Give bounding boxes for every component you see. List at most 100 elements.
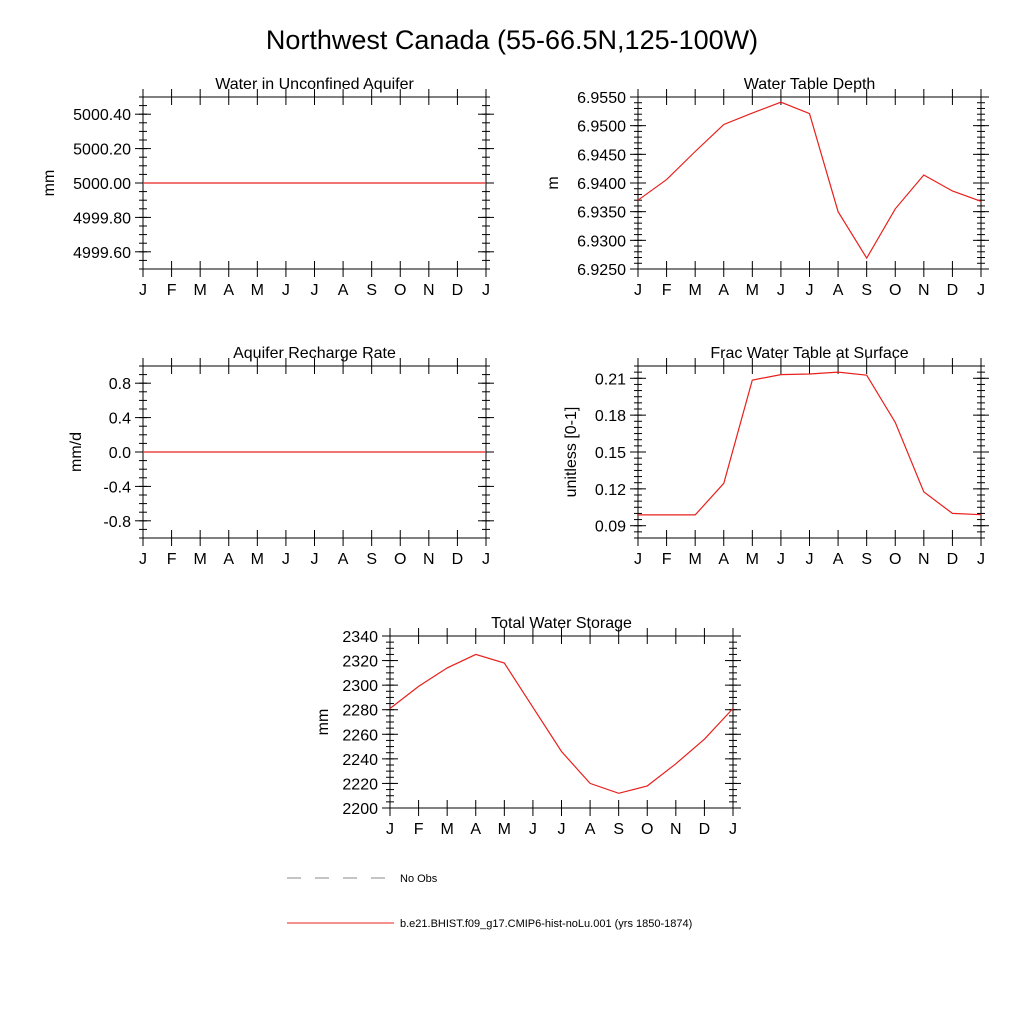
x-tick-label: J	[482, 282, 490, 299]
x-tick-label: O	[394, 282, 406, 299]
legend-obs-label: No Obs	[400, 873, 438, 885]
x-tick-label: S	[366, 551, 377, 568]
y-tick-label: 2340	[342, 629, 378, 646]
x-tick-label: J	[977, 282, 985, 299]
x-tick-label: M	[251, 282, 264, 299]
y-tick-label: 4999.60	[73, 245, 131, 262]
y-axis-label: mm/d	[68, 432, 85, 472]
x-tick-label: A	[470, 821, 481, 838]
x-tick-label: D	[452, 551, 464, 568]
legend-model-label: b.e21.BHIST.f09_g17.CMIP6-hist-noLu.001 …	[400, 918, 692, 930]
x-tick-label: S	[861, 282, 872, 299]
main-title: Northwest Canada (55-66.5N,125-100W)	[266, 25, 758, 55]
y-tick-label: 5000.40	[73, 107, 131, 124]
x-tick-label: F	[167, 551, 177, 568]
x-tick-label: A	[718, 282, 729, 299]
y-tick-label: 0.15	[595, 445, 626, 462]
y-tick-label: -0.4	[103, 479, 131, 496]
x-tick-label: D	[947, 551, 959, 568]
y-tick-label: 0.8	[109, 376, 131, 393]
x-tick-label: O	[889, 282, 901, 299]
y-tick-label: 6.9500	[577, 119, 626, 136]
x-tick-label: D	[947, 282, 959, 299]
x-tick-label: M	[746, 282, 759, 299]
y-axis-label: unitless [0-1]	[563, 407, 580, 498]
x-tick-label: J	[806, 282, 814, 299]
x-tick-label: M	[441, 821, 454, 838]
x-tick-label: A	[585, 821, 596, 838]
x-tick-label: M	[689, 282, 702, 299]
legend: No Obs b.e21.BHIST.f09_g17.CMIP6-hist-no…	[287, 873, 692, 930]
x-tick-label: J	[777, 282, 785, 299]
x-tick-label: O	[394, 551, 406, 568]
series-line	[637, 101, 982, 260]
y-tick-label: 0.0	[109, 445, 131, 462]
x-tick-label: M	[689, 551, 702, 568]
x-tick-label: M	[194, 551, 207, 568]
x-tick-label: A	[718, 551, 729, 568]
x-tick-label: F	[662, 282, 672, 299]
x-tick-label: M	[746, 551, 759, 568]
x-tick-label: N	[423, 282, 435, 299]
x-tick-label: J	[558, 821, 566, 838]
panel-title: Frac Water Table at Surface	[710, 345, 908, 362]
x-tick-label: A	[338, 282, 349, 299]
x-tick-label: J	[282, 551, 290, 568]
x-tick-label: A	[223, 551, 234, 568]
y-tick-label: -0.8	[103, 514, 131, 531]
y-tick-label: 0.18	[595, 408, 626, 425]
plot-frame	[637, 365, 982, 539]
x-tick-label: J	[977, 551, 985, 568]
x-tick-label: S	[861, 551, 872, 568]
x-tick-label: O	[889, 551, 901, 568]
y-tick-label: 2300	[342, 678, 378, 695]
y-tick-label: 0.12	[595, 482, 626, 499]
x-tick-label: J	[282, 282, 290, 299]
x-tick-label: J	[729, 821, 737, 838]
x-tick-label: F	[167, 282, 177, 299]
x-tick-label: M	[498, 821, 511, 838]
x-tick-label: D	[452, 282, 464, 299]
x-tick-label: A	[223, 282, 234, 299]
x-tick-label: F	[414, 821, 424, 838]
x-tick-label: N	[918, 282, 930, 299]
y-tick-label: 6.9400	[577, 176, 626, 193]
y-axis-label: m	[545, 176, 562, 189]
x-tick-label: D	[699, 821, 711, 838]
x-tick-label: S	[613, 821, 624, 838]
y-tick-label: 5000.00	[73, 176, 131, 193]
x-tick-label: J	[634, 551, 642, 568]
x-tick-label: N	[423, 551, 435, 568]
x-tick-label: M	[194, 282, 207, 299]
x-tick-label: J	[529, 821, 537, 838]
x-tick-label: J	[311, 282, 319, 299]
x-tick-label: S	[366, 282, 377, 299]
x-tick-label: J	[777, 551, 785, 568]
y-tick-label: 6.9350	[577, 205, 626, 222]
y-tick-label: 0.4	[109, 411, 131, 428]
x-tick-label: J	[386, 821, 394, 838]
panel-title: Water in Unconfined Aquifer	[215, 76, 414, 93]
x-tick-label: J	[311, 551, 319, 568]
panel-title: Aquifer Recharge Rate	[233, 345, 396, 362]
y-axis-label: mm	[41, 170, 58, 197]
y-tick-label: 6.9450	[577, 147, 626, 164]
y-tick-label: 6.9300	[577, 233, 626, 250]
y-tick-label: 2240	[342, 752, 378, 769]
y-tick-label: 2260	[342, 727, 378, 744]
panel-title: Water Table Depth	[744, 76, 876, 93]
x-tick-label: J	[482, 551, 490, 568]
y-tick-label: 6.9550	[577, 90, 626, 107]
x-tick-label: J	[139, 282, 147, 299]
x-tick-label: N	[918, 551, 930, 568]
y-tick-label: 0.09	[595, 519, 626, 536]
series-line	[389, 653, 734, 794]
x-tick-label: J	[139, 551, 147, 568]
x-tick-label: J	[634, 282, 642, 299]
